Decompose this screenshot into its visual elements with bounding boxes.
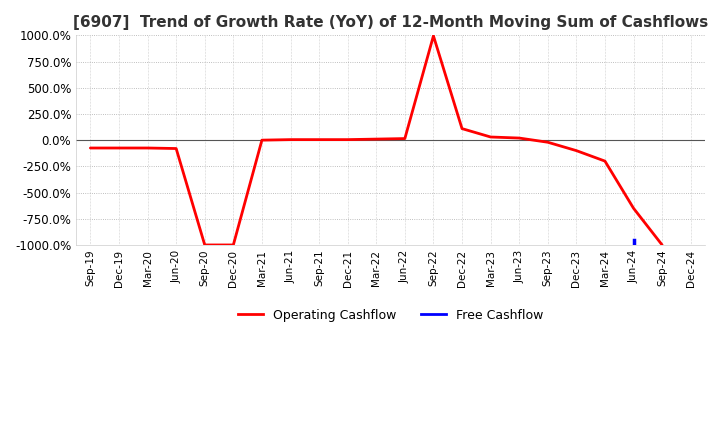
Legend: Operating Cashflow, Free Cashflow: Operating Cashflow, Free Cashflow — [233, 304, 549, 327]
Title: [6907]  Trend of Growth Rate (YoY) of 12-Month Moving Sum of Cashflows: [6907] Trend of Growth Rate (YoY) of 12-… — [73, 15, 708, 30]
